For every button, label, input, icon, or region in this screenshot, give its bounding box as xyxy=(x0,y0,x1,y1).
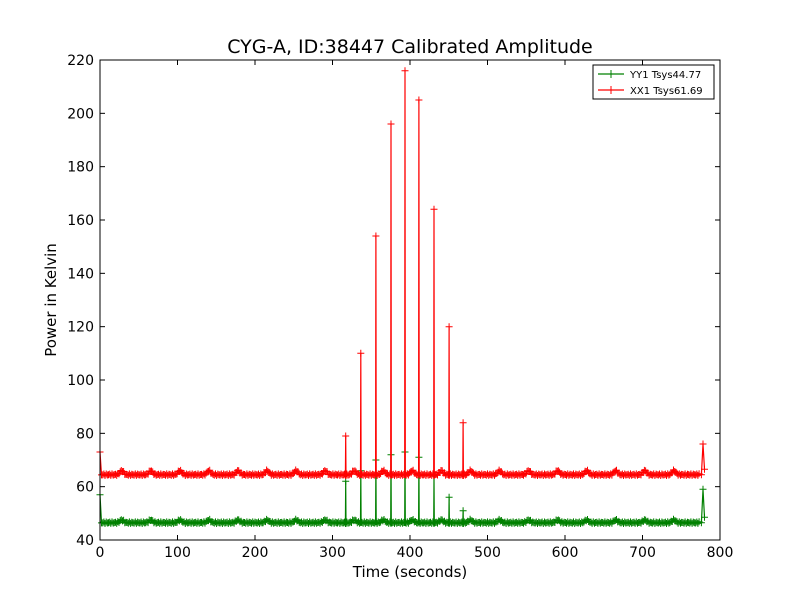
x-tick-label: 700 xyxy=(629,545,656,561)
x-tick-label: 200 xyxy=(242,545,269,561)
x-axis-label: Time (seconds) xyxy=(352,563,468,581)
y-tick-label: 100 xyxy=(67,373,94,389)
x-tick-label: 300 xyxy=(319,545,346,561)
y-tick-label: 80 xyxy=(76,426,94,442)
y-tick-label: 40 xyxy=(76,533,94,549)
x-tick-label: 800 xyxy=(707,545,734,561)
x-axis-ticks: 0 100 200 300 400 500 600 700 800 xyxy=(96,60,734,561)
y-tick-label: 200 xyxy=(67,106,94,122)
x-tick-label: 400 xyxy=(397,545,424,561)
y-tick-label: 60 xyxy=(76,480,94,496)
legend-marker xyxy=(607,70,615,78)
x-tick-label: 500 xyxy=(474,545,501,561)
legend-label: XX1 Tsys61.69 xyxy=(630,86,703,97)
y-tick-label: 220 xyxy=(67,53,94,69)
legend-item: XX1 Tsys61.69 xyxy=(598,86,703,97)
chart-title: CYG-A, ID:38447 Calibrated Amplitude xyxy=(227,36,592,58)
legend-label: YY1 Tsys44.77 xyxy=(629,70,701,81)
y-tick-label: 160 xyxy=(67,213,94,229)
legend-marker xyxy=(607,86,615,94)
y-axis-ticks: 40 60 80 100 120 140 160 180 200 220 xyxy=(67,53,720,549)
y-tick-label: 120 xyxy=(67,320,94,336)
x-tick-label: 0 xyxy=(96,545,105,561)
y-tick-label: 140 xyxy=(67,266,94,282)
legend-box xyxy=(592,64,715,100)
legend: YY1 Tsys44.77 XX1 Tsys61.69 xyxy=(592,64,715,100)
legend-items: YY1 Tsys44.77 XX1 Tsys61.69 xyxy=(598,70,703,97)
legend-item: YY1 Tsys44.77 xyxy=(598,70,701,81)
plot-area xyxy=(100,60,720,540)
x-tick-label: 600 xyxy=(552,545,579,561)
y-axis-label: Power in Kelvin xyxy=(42,243,60,357)
y-tick-label: 180 xyxy=(67,160,94,176)
x-tick-label: 100 xyxy=(164,545,191,561)
